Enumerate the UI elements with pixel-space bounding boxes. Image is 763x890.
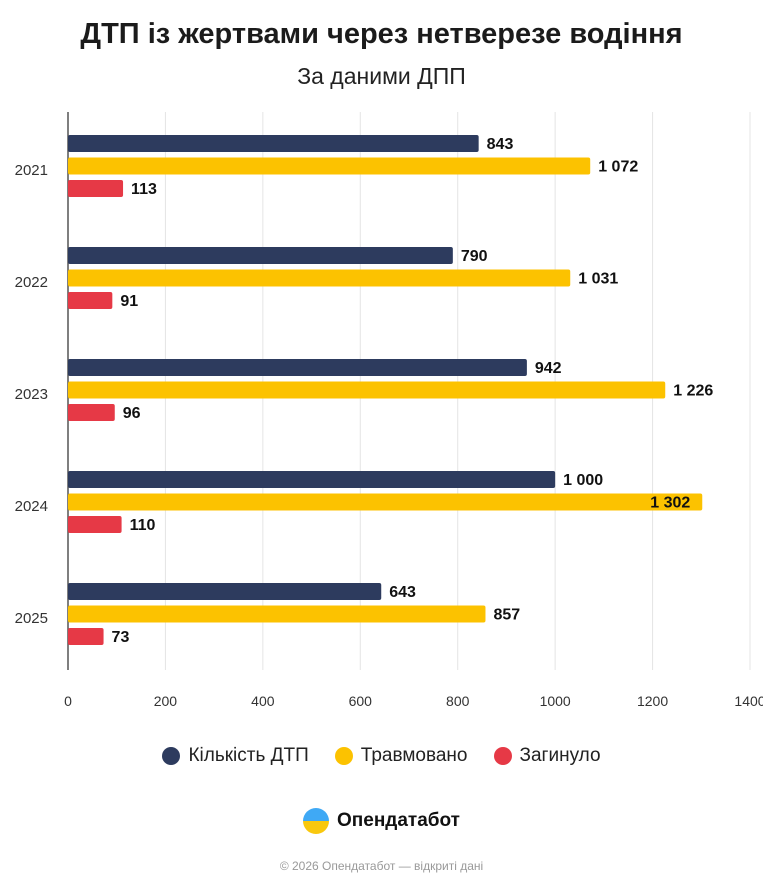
data-label: 1 072 [598, 159, 638, 176]
bar [68, 135, 479, 152]
legend-swatch [162, 747, 181, 765]
bar [68, 493, 703, 511]
legend-swatch [493, 747, 512, 765]
data-label: 857 [493, 607, 520, 624]
bar [68, 628, 104, 645]
x-tick-label: 200 [154, 693, 178, 709]
bar [68, 359, 527, 376]
bar [68, 247, 453, 264]
data-label: 1 031 [578, 271, 618, 288]
data-label: 96 [123, 405, 141, 422]
brand-name: Опендатабот [337, 810, 460, 831]
legend-label: Травмовано [360, 745, 468, 766]
chart-title: ДТП із жертвами через нетверезе водіння [80, 18, 683, 50]
legend-swatch [334, 747, 353, 765]
y-tick-label: 2025 [15, 610, 48, 627]
legend-item-injured: Травмовано [334, 745, 468, 767]
legend-item-killed: Загинуло [493, 745, 601, 767]
legend-label: Кількість ДТП [188, 745, 309, 766]
data-label: 1 302 [650, 495, 690, 512]
data-label: 73 [112, 629, 130, 646]
data-label: 1 000 [563, 472, 603, 489]
legend-item-count: Кількість ДТП [162, 745, 309, 767]
x-tick-label: 1200 [637, 693, 668, 709]
bar [68, 157, 591, 175]
y-tick-label: 2024 [15, 498, 48, 515]
data-label: 91 [120, 293, 138, 310]
brand: Опендатабот [0, 808, 763, 834]
y-tick-label: 2021 [15, 162, 48, 179]
legend: Кількість ДТП Травмовано Загинуло [0, 745, 763, 767]
bar [68, 292, 113, 309]
bar [68, 404, 115, 421]
bar [68, 381, 666, 399]
footer: © 2026 Опендатабот — відкриті дані [279, 859, 484, 873]
data-label: 110 [130, 517, 156, 534]
data-label: 643 [389, 584, 416, 601]
bar [68, 516, 122, 533]
x-tick-label: 1400 [734, 693, 763, 709]
chart-subtitle: За даними ДПП [297, 63, 466, 89]
data-label: 113 [131, 181, 157, 198]
bar [68, 605, 486, 623]
data-label: 1 226 [673, 383, 713, 400]
x-tick-label: 0 [64, 693, 72, 709]
bar [68, 471, 556, 488]
data-label: 790 [461, 248, 488, 265]
y-tick-label: 2023 [15, 386, 48, 403]
x-tick-label: 1000 [540, 693, 571, 709]
legend-label: Загинуло [519, 745, 601, 766]
data-label: 942 [535, 360, 562, 377]
bar [68, 583, 382, 600]
x-tick-label: 800 [446, 693, 470, 709]
x-tick-label: 600 [349, 693, 373, 709]
x-tick-label: 400 [251, 693, 275, 709]
bar [68, 269, 571, 287]
data-label: 843 [487, 136, 514, 153]
opendatabot-logo-icon [303, 808, 329, 834]
y-tick-label: 2022 [15, 274, 48, 291]
bar [68, 180, 124, 197]
